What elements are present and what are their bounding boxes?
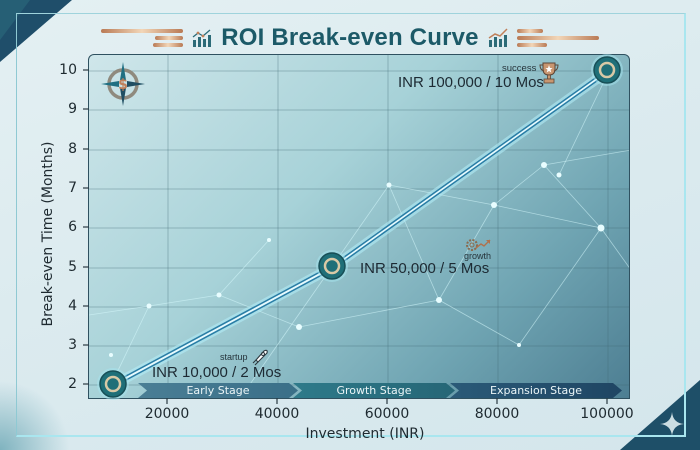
x-tick-label: 80000 bbox=[474, 406, 520, 422]
annotation-label: INR 50,000 / 5 Mos bbox=[360, 260, 490, 277]
y-tick-label: 10 bbox=[59, 62, 77, 78]
y-tick-label: 6 bbox=[68, 219, 77, 235]
bar-chart-trend-icon bbox=[488, 28, 508, 47]
svg-text:$: $ bbox=[118, 77, 128, 93]
compass-dollar-icon: $ bbox=[101, 62, 145, 106]
corner-decoration-top-left-accent bbox=[0, 0, 30, 40]
y-axis-ticks bbox=[83, 69, 89, 385]
network-background bbox=[89, 55, 629, 398]
annotation-label: INR 10,000 / 2 Mos bbox=[152, 364, 282, 381]
y-tick-label: 8 bbox=[68, 141, 77, 157]
y-axis-title: Break-even Time (Months) bbox=[40, 141, 56, 327]
corner-decoration-bottom-right bbox=[620, 380, 700, 450]
chart-header: ROI Break-even Curve bbox=[0, 20, 700, 56]
x-tick-label: 20000 bbox=[144, 406, 190, 422]
data-point-node[interactable] bbox=[96, 367, 130, 401]
annotation-label: INR 100,000 / 10 Mos bbox=[398, 74, 544, 91]
y-tick-label: 2 bbox=[68, 376, 77, 392]
x-axis-title: Investment (INR) bbox=[305, 426, 425, 442]
glow-frame bbox=[16, 13, 686, 437]
y-tick-label: 7 bbox=[68, 180, 77, 196]
data-point-node[interactable] bbox=[590, 53, 624, 87]
y-tick-label: 5 bbox=[68, 259, 77, 275]
x-tick-label: 40000 bbox=[254, 406, 300, 422]
annotation-tag: startup bbox=[220, 352, 248, 362]
x-axis-ticks bbox=[166, 398, 608, 404]
chart-title: ROI Break-even Curve bbox=[221, 24, 479, 51]
sparkle-icon bbox=[660, 412, 684, 436]
trophy-icon bbox=[539, 62, 559, 84]
title-deco-left bbox=[101, 29, 184, 47]
y-tick-label: 3 bbox=[68, 337, 77, 353]
stage-banner-growth: Growth Stage bbox=[293, 383, 455, 398]
y-tick-label: 9 bbox=[68, 101, 77, 117]
bar-chart-trend-icon bbox=[192, 29, 212, 47]
gear-growth-icon bbox=[466, 239, 491, 251]
break-even-line bbox=[110, 66, 611, 390]
x-tick-label: 100000 bbox=[580, 406, 634, 422]
y-tick-label: 4 bbox=[68, 298, 77, 314]
stage-banner-early: Early Stage bbox=[138, 383, 298, 398]
corner-decoration-bottom-left bbox=[0, 380, 70, 450]
title-deco-right bbox=[516, 29, 599, 47]
data-point-node[interactable] bbox=[315, 249, 349, 283]
annotation-tag: growth bbox=[464, 251, 492, 261]
x-tick-label: 60000 bbox=[364, 406, 410, 422]
rocket-icon bbox=[252, 349, 268, 366]
annotation-tag: success bbox=[502, 63, 537, 74]
plot-area: $ bbox=[88, 54, 630, 399]
stage-banner-expansion: Expansion Stage bbox=[450, 383, 622, 398]
